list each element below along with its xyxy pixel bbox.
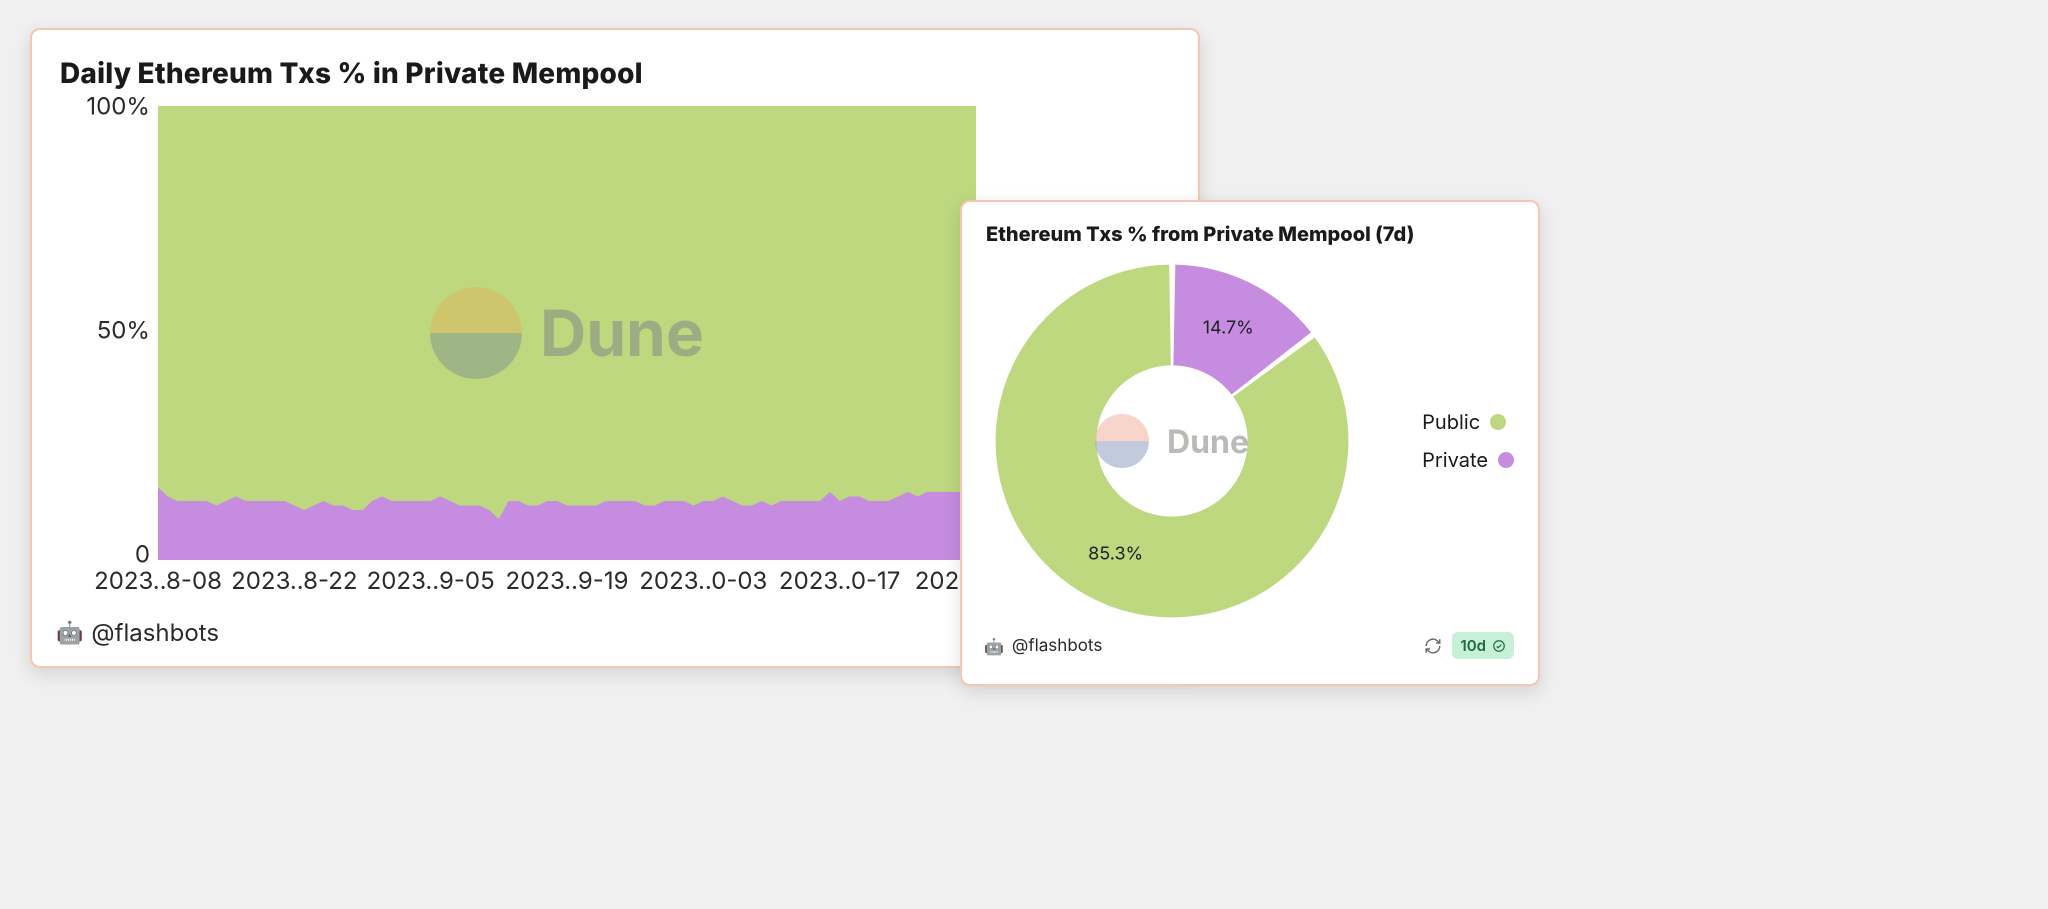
- legend-item-public[interactable]: Public: [1422, 410, 1514, 434]
- xtick-label: 2023..0-17: [779, 566, 900, 595]
- legend-label: Private: [1422, 448, 1488, 472]
- area-chart-svg: [158, 106, 976, 560]
- robot-icon: 🤖: [56, 622, 83, 644]
- xtick-label: 2023..0-03: [639, 566, 767, 595]
- xtick-label: 2023..9-19: [506, 566, 629, 595]
- donut-chart-svg: [992, 261, 1352, 621]
- chart-title: Ethereum Txs % from Private Mempool (7d): [986, 222, 1518, 246]
- ytick-label: 100%: [54, 91, 150, 120]
- chart-attribution[interactable]: 🤖 @flashbots: [56, 618, 219, 647]
- refresh-icon[interactable]: [1424, 637, 1442, 655]
- badge-text: 10d: [1460, 636, 1486, 655]
- attribution-handle: @flashbots: [1012, 636, 1102, 656]
- donut-legend: Public Private: [1422, 410, 1514, 472]
- legend-item-private[interactable]: Private: [1422, 448, 1514, 472]
- check-circle-icon: [1492, 639, 1506, 653]
- area-chart-xticks: 2023..8-082023..8-222023..9-052023..9-19…: [158, 566, 976, 600]
- ytick-label: 50%: [54, 316, 150, 345]
- freshness-badge[interactable]: 10d: [1452, 632, 1514, 659]
- chart-attribution[interactable]: 🤖 @flashbots: [984, 636, 1102, 656]
- xtick-label: 2023..8-22: [231, 566, 357, 595]
- txs-7d-donut-chart-card: Ethereum Txs % from Private Mempool (7d)…: [960, 200, 1540, 686]
- xtick-label: 2023..9-05: [367, 566, 495, 595]
- donut-slice-label: 85.3%: [1088, 543, 1143, 564]
- chart-title: Daily Ethereum Txs % in Private Mempool: [60, 56, 1176, 90]
- legend-swatch: [1498, 452, 1514, 468]
- ytick-label: 0: [54, 540, 150, 569]
- donut-chart-plot-region: Dune 85.3%14.7%: [992, 261, 1352, 621]
- attribution-handle: @flashbots: [91, 618, 219, 647]
- legend-swatch: [1490, 414, 1506, 430]
- robot-icon: 🤖: [984, 638, 1004, 654]
- legend-label: Public: [1422, 410, 1480, 434]
- xtick-label: 2023..8-08: [94, 566, 222, 595]
- donut-slice-label: 14.7%: [1203, 318, 1254, 339]
